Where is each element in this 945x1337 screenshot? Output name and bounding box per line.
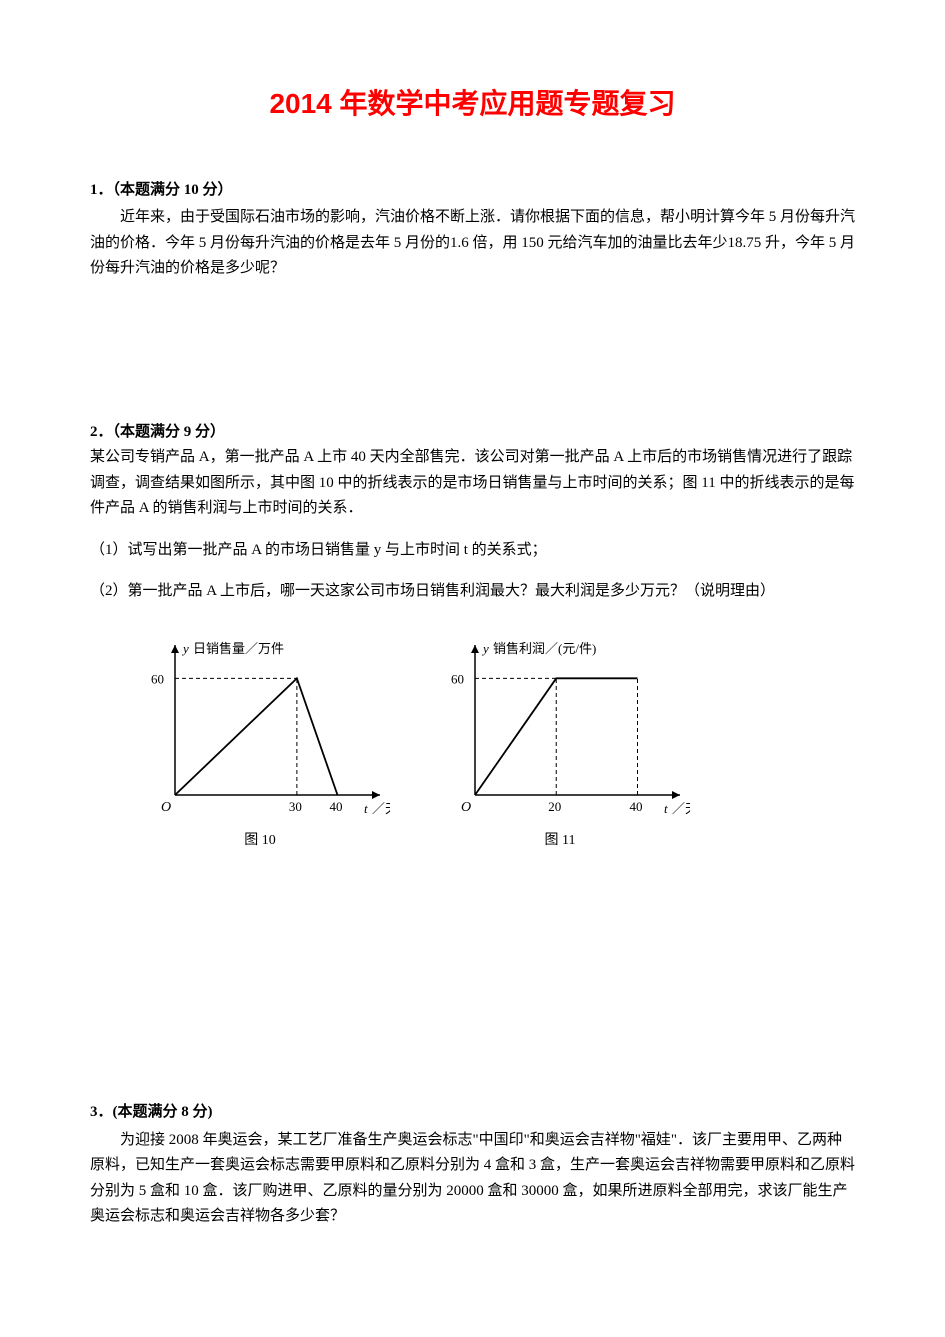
problem-2-body: 某公司专销产品 A，第一批产品 A 上市 40 天内全部售完．该公司对第一批产品…: [90, 445, 855, 522]
svg-text:y: y: [481, 641, 489, 656]
spacer: [90, 310, 855, 420]
chart-10: y 日销售量／万件 t ／天 O 60 30 40: [130, 625, 390, 825]
problem-1: 1．（本题满分 10 分） 近年来，由于受国际石油市场的影响，汽油价格不断上涨．…: [90, 178, 855, 282]
problem-2-q1: （1）试写出第一批产品 A 的市场日销售量 y 与上市时间 t 的关系式；: [90, 538, 855, 564]
problem-3-header: 3．(本题满分 8 分): [90, 1100, 855, 1126]
problem-3-body: 为迎接 2008 年奥运会，某工艺厂准备生产奥运会标志"中国印"和奥运会吉祥物"…: [90, 1128, 855, 1230]
svg-text:t: t: [364, 801, 368, 816]
svg-text:60: 60: [151, 671, 164, 686]
problem-1-body: 近年来，由于受国际石油市场的影响，汽油价格不断上涨．请你根据下面的信息，帮小明计…: [90, 205, 855, 282]
svg-text:y: y: [181, 641, 189, 656]
chart-10-caption: 图 10: [244, 829, 276, 853]
svg-text:20: 20: [548, 799, 561, 814]
svg-text:日销售量／万件: 日销售量／万件: [193, 641, 284, 656]
svg-text:40: 40: [330, 799, 343, 814]
chart-10-wrap: y 日销售量／万件 t ／天 O 60 30 40 图 10: [130, 625, 390, 853]
problem-1-header: 1．（本题满分 10 分）: [90, 178, 855, 204]
svg-text:t: t: [664, 801, 668, 816]
problem-2-header: 2．（本题满分 9 分）: [90, 424, 225, 440]
svg-text:30: 30: [289, 799, 302, 814]
svg-text:40: 40: [630, 799, 643, 814]
page-title: 2014 年数学中考应用题专题复习: [90, 80, 855, 128]
chart-11: y 销售利润／(元/件) t ／天 O 60 20 40: [430, 625, 690, 825]
problem-3: 3．(本题满分 8 分) 为迎接 2008 年奥运会，某工艺厂准备生产奥运会标志…: [90, 1100, 855, 1230]
svg-text:销售利润／(元/件): 销售利润／(元/件): [493, 641, 596, 656]
problem-2: 2．（本题满分 9 分） 某公司专销产品 A，第一批产品 A 上市 40 天内全…: [90, 420, 855, 853]
svg-text:／天: ／天: [672, 801, 690, 816]
chart-11-wrap: y 销售利润／(元/件) t ／天 O 60 20 40 图 11: [430, 625, 690, 853]
chart-11-caption: 图 11: [545, 829, 576, 853]
svg-text:O: O: [461, 800, 471, 815]
svg-text:O: O: [161, 800, 171, 815]
svg-text:／天: ／天: [372, 801, 390, 816]
problem-2-q2: （2）第一批产品 A 上市后，哪一天这家公司市场日销售利润最大？最大利润是多少万…: [90, 579, 855, 605]
svg-text:60: 60: [451, 671, 464, 686]
spacer: [90, 880, 855, 1100]
charts-row: y 日销售量／万件 t ／天 O 60 30 40 图 10 y 销售利润／(元/件) t ／天 O 6…: [130, 625, 855, 853]
